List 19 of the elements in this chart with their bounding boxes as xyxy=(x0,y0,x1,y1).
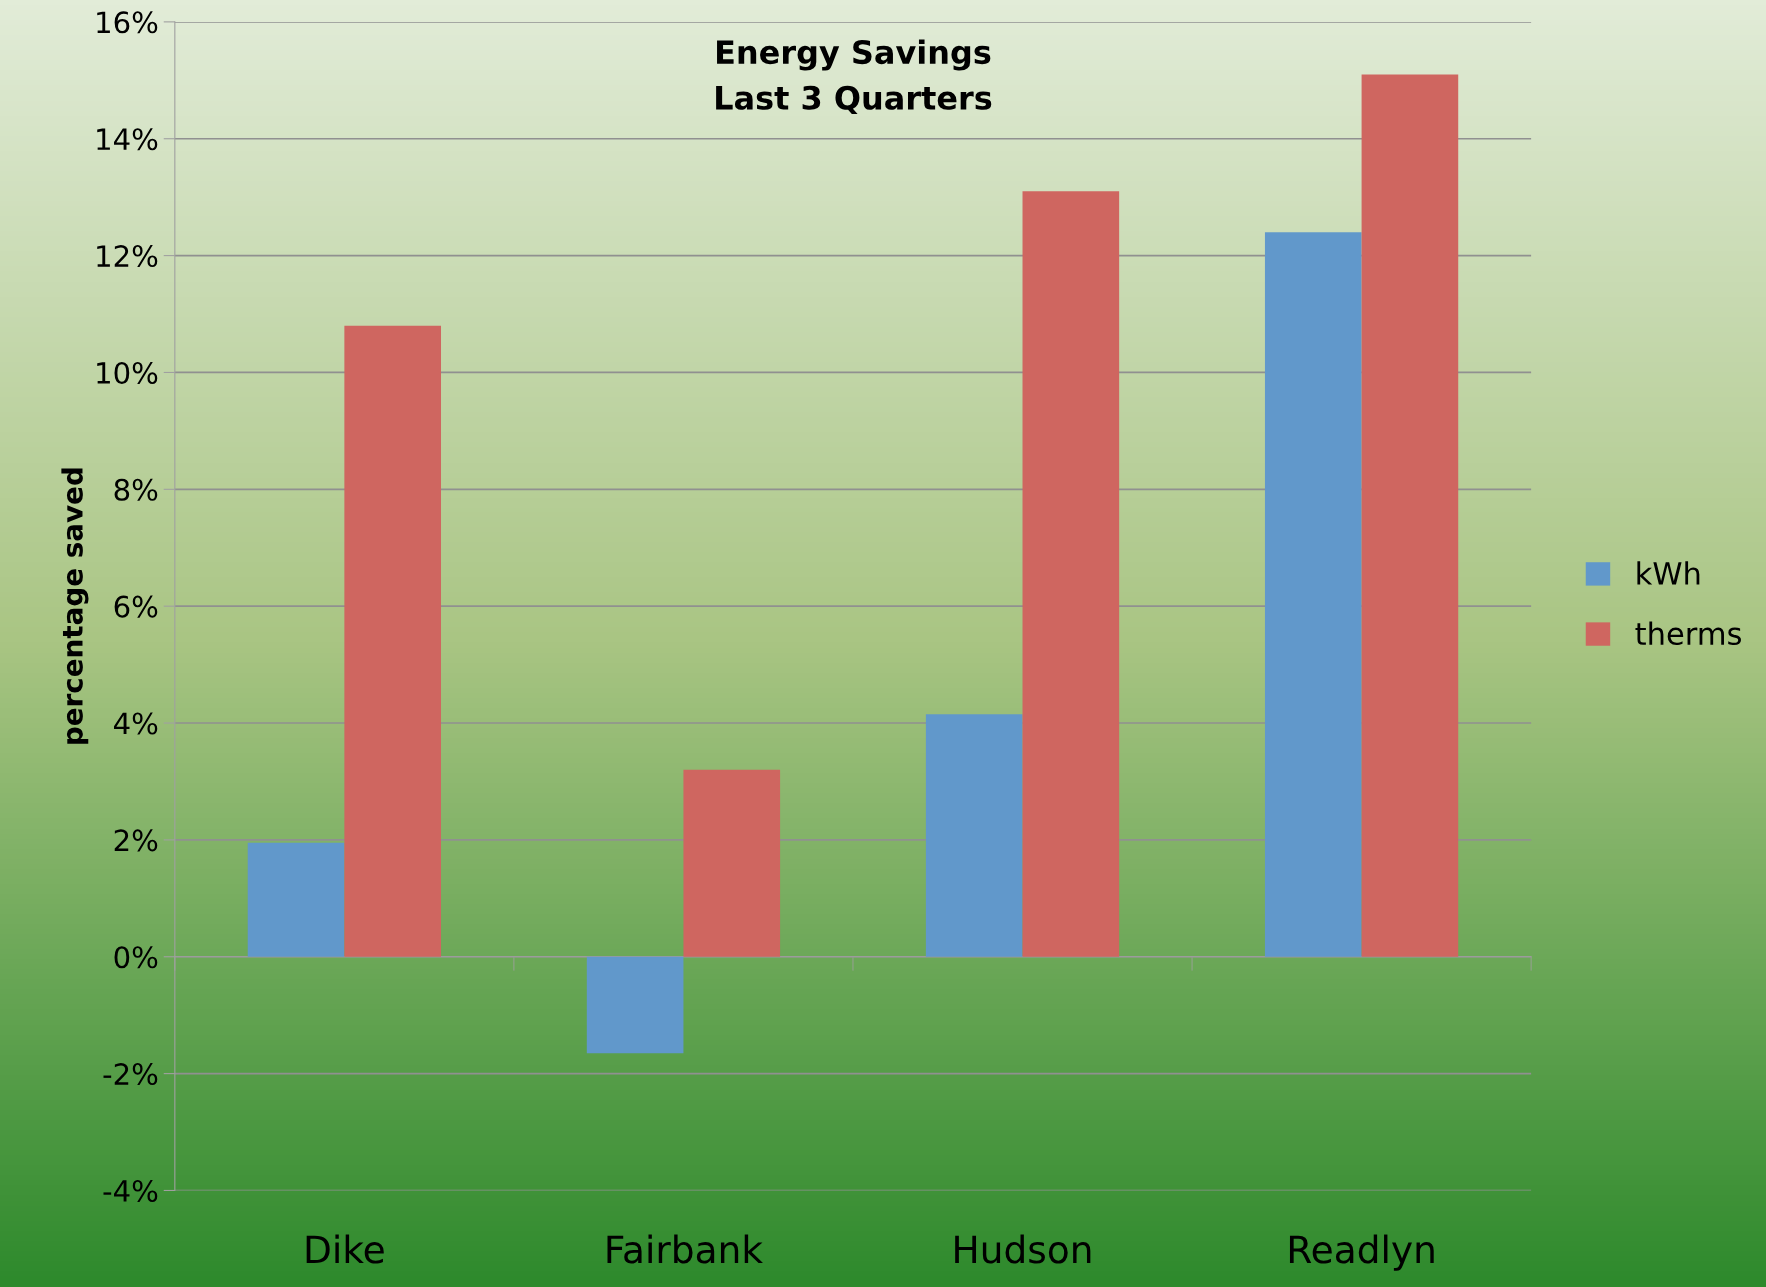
y-tick-label: 8% xyxy=(114,478,158,501)
x-tick-label: Hudson xyxy=(955,1234,1091,1264)
x-tick-label: Fairbank xyxy=(607,1234,763,1264)
y-axis-title: percentage saved xyxy=(61,468,89,744)
legend-label: kWh xyxy=(1637,561,1700,585)
y-tick-label: -4% xyxy=(103,1179,158,1202)
legend-label: therms xyxy=(1635,621,1741,646)
x-tick-label: Readlyn xyxy=(1289,1234,1434,1271)
y-tick-label: 12% xyxy=(97,245,158,268)
y-tick-label: 16% xyxy=(97,11,158,34)
y-tick-label: 10% xyxy=(97,361,158,384)
y-tick-label: 4% xyxy=(114,712,158,735)
x-tick-label: Dike xyxy=(306,1234,384,1264)
y-tick-label: 14% xyxy=(97,128,158,151)
y-tick-label: 2% xyxy=(114,829,158,852)
y-tick-label: 0% xyxy=(114,946,158,969)
y-tick-label: -2% xyxy=(103,1063,158,1086)
y-tick-label: 6% xyxy=(114,595,158,618)
text: Energy Savings Last 3 Quarters xyxy=(716,39,992,115)
